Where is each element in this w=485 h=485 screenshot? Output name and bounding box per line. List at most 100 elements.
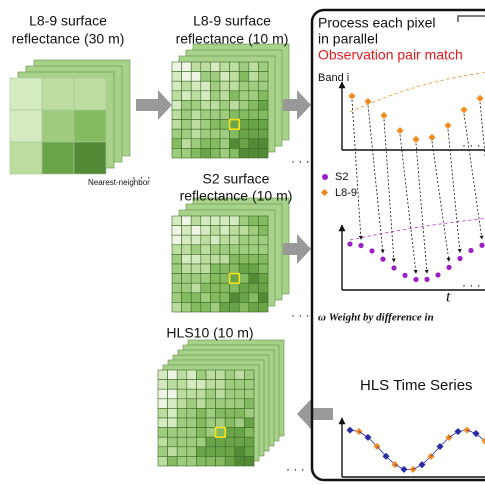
cell bbox=[157, 369, 168, 380]
cell bbox=[190, 302, 202, 313]
cell bbox=[248, 263, 259, 274]
cell bbox=[176, 408, 188, 419]
cell bbox=[234, 408, 245, 419]
cell bbox=[248, 100, 259, 111]
cell bbox=[176, 427, 188, 438]
cell bbox=[224, 446, 236, 457]
legend-marker bbox=[322, 174, 328, 180]
cell bbox=[196, 446, 207, 457]
cell bbox=[200, 61, 211, 72]
cell bbox=[210, 225, 221, 236]
cell bbox=[171, 263, 182, 274]
cell bbox=[219, 234, 230, 246]
cell bbox=[219, 148, 230, 159]
cell bbox=[157, 427, 168, 438]
cell bbox=[200, 244, 211, 255]
cell bbox=[234, 446, 245, 457]
legend-label: S2 bbox=[335, 171, 348, 183]
cell bbox=[219, 100, 230, 111]
envelope bbox=[349, 218, 485, 241]
cell bbox=[244, 446, 255, 457]
cell bbox=[171, 71, 182, 82]
cell bbox=[181, 225, 192, 236]
cell bbox=[234, 379, 245, 390]
cell bbox=[238, 109, 250, 120]
cell bbox=[248, 292, 259, 303]
cell bbox=[229, 128, 240, 140]
cell bbox=[258, 90, 269, 101]
cell bbox=[258, 100, 269, 111]
cell bbox=[248, 254, 259, 265]
cell bbox=[190, 128, 202, 140]
cell bbox=[190, 215, 202, 226]
cell bbox=[171, 225, 182, 236]
cell bbox=[258, 282, 269, 294]
cell bbox=[210, 148, 221, 159]
cell bbox=[190, 225, 202, 236]
cell bbox=[171, 234, 182, 246]
cell bbox=[215, 436, 226, 448]
cell bbox=[171, 292, 182, 303]
highlight-pixel bbox=[214, 426, 227, 439]
marker bbox=[476, 94, 484, 102]
cell bbox=[215, 446, 226, 457]
node-label: reflectance (10 m) bbox=[176, 31, 289, 47]
legend-marker bbox=[320, 188, 329, 197]
cell bbox=[171, 61, 182, 72]
cell bbox=[215, 379, 226, 390]
marker bbox=[391, 265, 397, 271]
cell bbox=[234, 388, 245, 400]
cell bbox=[258, 254, 269, 265]
cell bbox=[248, 282, 259, 294]
cell bbox=[205, 417, 216, 428]
cell bbox=[219, 292, 230, 303]
cell bbox=[181, 263, 192, 274]
cell bbox=[181, 244, 192, 255]
cell bbox=[200, 148, 211, 159]
cell bbox=[171, 100, 182, 111]
cell bbox=[167, 379, 178, 390]
cell bbox=[196, 369, 207, 380]
cell bbox=[167, 408, 178, 419]
ellipsis: · · · bbox=[286, 462, 305, 476]
cell bbox=[229, 119, 240, 130]
cell bbox=[200, 100, 211, 111]
cell bbox=[176, 446, 188, 457]
cell bbox=[224, 417, 236, 428]
node-label: L8-9 surface bbox=[193, 13, 271, 29]
legend-label: L8-9 bbox=[335, 187, 357, 199]
cell bbox=[244, 379, 255, 390]
cell bbox=[186, 379, 197, 390]
envelope bbox=[349, 72, 485, 113]
cell bbox=[190, 119, 202, 130]
arrow bbox=[283, 90, 311, 120]
cell bbox=[200, 215, 211, 226]
cell bbox=[224, 427, 236, 438]
cell bbox=[167, 436, 178, 448]
cell bbox=[248, 148, 259, 159]
cell bbox=[181, 100, 192, 111]
cell bbox=[258, 128, 269, 140]
cell bbox=[205, 427, 216, 438]
cell bbox=[215, 398, 226, 409]
cell bbox=[229, 71, 240, 82]
cell bbox=[215, 369, 226, 380]
cell bbox=[200, 234, 211, 246]
cell bbox=[205, 436, 216, 448]
node-label: reflectance (10 m) bbox=[180, 188, 293, 204]
cell bbox=[258, 215, 269, 226]
match-arrow bbox=[479, 102, 485, 159]
cell bbox=[190, 80, 202, 92]
cell bbox=[181, 128, 192, 140]
cell bbox=[210, 254, 221, 265]
cell bbox=[167, 446, 178, 457]
cell bbox=[190, 109, 202, 120]
cell bbox=[200, 263, 211, 274]
marker bbox=[444, 121, 452, 130]
cell bbox=[229, 254, 240, 265]
cell bbox=[210, 244, 221, 255]
cell bbox=[248, 244, 259, 255]
cell bbox=[171, 119, 182, 130]
marker bbox=[424, 276, 430, 282]
